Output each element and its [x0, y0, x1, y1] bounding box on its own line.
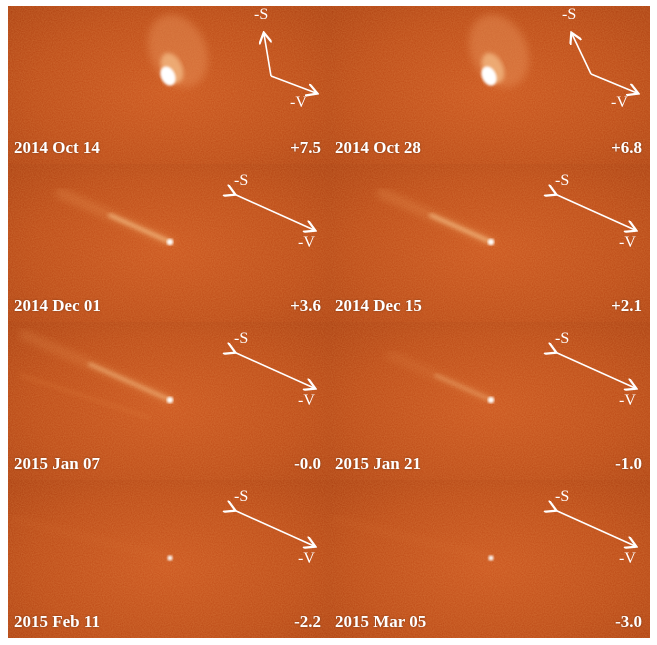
- observation-date: 2015 Jan 21: [335, 454, 421, 473]
- negative-velocity-label: -V: [298, 234, 315, 251]
- comet-panel: -S -V 2014 Dec 15 +2.1: [329, 164, 650, 322]
- velocity-direction-arrow: [590, 73, 637, 93]
- negative-velocity-label: -V: [290, 94, 307, 111]
- comet-panel: -S -V 2014 Oct 14 +7.5: [8, 6, 329, 164]
- plane-angle-value: +2.1: [611, 296, 642, 315]
- direction-arrows: [329, 164, 650, 322]
- comet-panel: -S -V 2015 Feb 11 -2.2: [8, 480, 329, 638]
- sun-direction-arrow: [572, 34, 592, 75]
- sun-velocity-arrow: [234, 352, 314, 388]
- observation-date: 2015 Mar 05: [335, 612, 427, 631]
- negative-velocity-label: -V: [619, 392, 636, 409]
- comet-image: [8, 164, 329, 322]
- direction-arrows: [8, 164, 329, 322]
- plane-angle-value: -3.0: [615, 612, 642, 631]
- negative-velocity-label: -V: [619, 550, 636, 567]
- plane-angle-value: +7.5: [290, 138, 321, 157]
- antisolar-label: -S: [555, 172, 570, 189]
- comet-panel: -S -V 2015 Jan 21 -1.0: [329, 322, 650, 480]
- observation-date: 2014 Dec 01: [14, 296, 101, 315]
- observation-date: 2014 Oct 14: [14, 138, 100, 157]
- comet-image: [329, 6, 650, 164]
- antisolar-label: -S: [234, 172, 249, 189]
- antisolar-label: -S: [254, 6, 269, 23]
- sun-velocity-arrow: [555, 352, 635, 388]
- comet-panel: -S -V 2015 Jan 07 -0.0: [8, 322, 329, 480]
- direction-arrows: [8, 322, 329, 480]
- direction-arrows: [8, 480, 329, 638]
- negative-velocity-label: -V: [298, 550, 315, 567]
- direction-arrows: [329, 480, 650, 638]
- sun-velocity-arrow: [555, 194, 635, 230]
- plane-angle-value: +3.6: [290, 296, 321, 315]
- comet-panel: -S -V 2014 Dec 01 +3.6: [8, 164, 329, 322]
- observation-date: 2014 Oct 28: [335, 138, 421, 157]
- direction-arrows: [8, 6, 329, 164]
- direction-arrows: [329, 322, 650, 480]
- sun-velocity-arrow: [555, 510, 635, 546]
- plane-angle-value: -2.2: [294, 612, 321, 631]
- observation-date: 2015 Feb 11: [14, 612, 100, 631]
- antisolar-label: -S: [234, 488, 249, 505]
- sun-direction-arrow: [264, 34, 271, 77]
- comet-panel: -S -V 2014 Oct 28 +6.8: [329, 6, 650, 164]
- comet-image: [8, 6, 329, 164]
- plane-angle-value: -1.0: [615, 454, 642, 473]
- sun-velocity-arrow: [234, 510, 314, 546]
- negative-velocity-label: -V: [298, 392, 315, 409]
- antisolar-label: -S: [555, 488, 570, 505]
- sun-velocity-arrow: [234, 194, 314, 230]
- plane-angle-value: -0.0: [294, 454, 321, 473]
- comet-panel: -S -V 2015 Mar 05 -3.0: [329, 480, 650, 638]
- observation-date: 2014 Dec 15: [335, 296, 422, 315]
- antisolar-label: -S: [555, 330, 570, 347]
- antisolar-label: -S: [234, 330, 249, 347]
- image-grid: -S -V 2014 Oct 14 +7.5 -S -V 2014 Oct 28 +6.8 -S…: [8, 6, 650, 640]
- observation-date: 2015 Jan 07: [14, 454, 100, 473]
- plane-angle-value: +6.8: [611, 138, 642, 157]
- negative-velocity-label: -V: [619, 234, 636, 251]
- negative-velocity-label: -V: [611, 94, 628, 111]
- antisolar-label: -S: [562, 6, 577, 23]
- direction-arrows: [329, 6, 650, 164]
- velocity-direction-arrow: [270, 75, 316, 93]
